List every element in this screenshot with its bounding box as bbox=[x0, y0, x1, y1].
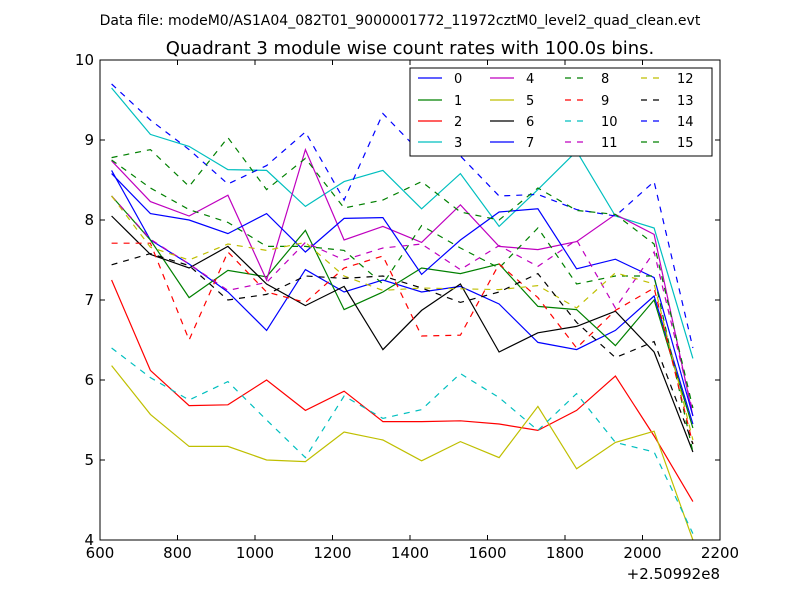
series-line-11 bbox=[111, 195, 694, 413]
y-tick-label: 9 bbox=[84, 131, 94, 149]
legend-label-8: 8 bbox=[601, 72, 609, 87]
legend-label-13: 13 bbox=[677, 94, 694, 109]
y-tick-label: 8 bbox=[84, 211, 94, 229]
legend-label-12: 12 bbox=[677, 72, 694, 87]
legend-label-6: 6 bbox=[526, 115, 534, 130]
series-line-8 bbox=[111, 159, 694, 453]
series-line-13 bbox=[111, 252, 694, 445]
y-tick-label: 10 bbox=[75, 51, 94, 69]
x-tick-label: 800 bbox=[163, 544, 192, 562]
legend-label-1: 1 bbox=[454, 94, 462, 109]
x-tick-label: 1200 bbox=[313, 544, 351, 562]
legend-label-15: 15 bbox=[677, 136, 694, 151]
series-line-3 bbox=[111, 87, 694, 359]
legend-label-11: 11 bbox=[601, 136, 618, 151]
series-line-2 bbox=[111, 279, 694, 502]
y-tick-label: 4 bbox=[84, 531, 94, 549]
legend-label-0: 0 bbox=[454, 72, 462, 87]
series-line-14 bbox=[111, 83, 694, 349]
legend-label-5: 5 bbox=[526, 94, 534, 109]
legend-label-10: 10 bbox=[601, 115, 618, 130]
x-offset-label: +2.50992e8 bbox=[627, 565, 720, 583]
legend-label-3: 3 bbox=[454, 136, 462, 151]
x-tick-label: 1000 bbox=[236, 544, 274, 562]
legend-label-14: 14 bbox=[677, 115, 694, 130]
series-line-12 bbox=[111, 195, 694, 441]
legend-label-2: 2 bbox=[454, 115, 462, 130]
series-line-10 bbox=[111, 347, 694, 534]
legend-label-7: 7 bbox=[526, 136, 534, 151]
legend-label-4: 4 bbox=[526, 72, 534, 87]
ticks-layer: 600 800 1000 1200 1400 1600 1800 2000 2200 4 5 6 7 8 9… bbox=[75, 51, 739, 562]
x-tick-label: 2000 bbox=[623, 544, 661, 562]
chart-suptitle: Data file: modeM0/AS1A04_082T01_90000017… bbox=[100, 13, 701, 29]
x-tick-label: 1800 bbox=[546, 544, 584, 562]
series-line-6 bbox=[111, 215, 694, 453]
series-layer bbox=[111, 83, 694, 541]
y-tick-label: 5 bbox=[84, 451, 94, 469]
series-line-5 bbox=[111, 365, 694, 541]
series-line-9 bbox=[111, 242, 694, 445]
series-line-4 bbox=[111, 147, 694, 417]
legend-frame bbox=[409, 67, 713, 157]
x-tick-label: 2200 bbox=[701, 544, 739, 562]
y-tick-label: 7 bbox=[84, 291, 94, 309]
chart-title: Quadrant 3 module wise count rates with … bbox=[166, 38, 655, 59]
series-line-15 bbox=[111, 136, 694, 409]
series-line-1 bbox=[111, 195, 694, 429]
x-tick-label: 1600 bbox=[468, 544, 506, 562]
y-tick-label: 6 bbox=[84, 371, 94, 389]
x-tick-label: 1400 bbox=[391, 544, 429, 562]
legend-label-9: 9 bbox=[601, 94, 609, 109]
plot-frame bbox=[99, 59, 721, 541]
x-tick-label: 600 bbox=[86, 544, 115, 562]
